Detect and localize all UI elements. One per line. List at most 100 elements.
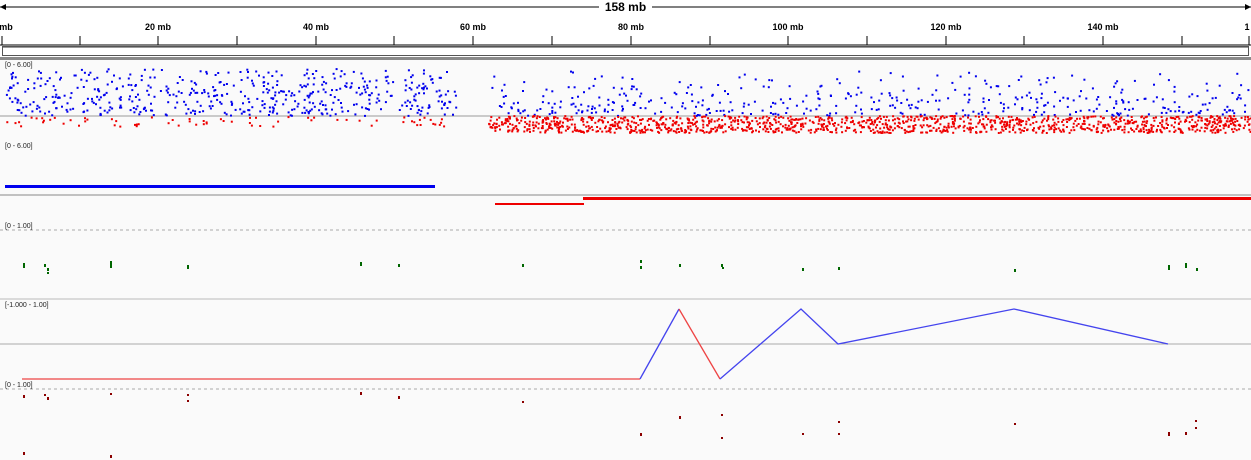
gain-point — [1054, 91, 1057, 94]
gain-point — [411, 74, 414, 77]
gain-point — [267, 71, 270, 74]
loss-point — [604, 127, 607, 130]
chromosome-ideogram[interactable] — [0, 46, 1251, 58]
loss-point — [812, 121, 815, 124]
loss-point — [898, 126, 901, 129]
loss-point — [1018, 118, 1021, 121]
gain-point — [16, 82, 19, 85]
gain-point — [11, 100, 14, 103]
gain-point — [294, 100, 297, 103]
gain-point — [1144, 97, 1147, 100]
gain-point — [136, 105, 139, 108]
gain-point — [19, 102, 22, 105]
gain-point — [428, 104, 431, 107]
gain-point — [384, 76, 387, 79]
loss-point — [876, 130, 879, 133]
loss-point — [1001, 125, 1004, 128]
dark-red-marks-track[interactable] — [0, 388, 1251, 458]
gain-point — [308, 101, 311, 104]
gain-point — [246, 76, 249, 79]
gain-point — [16, 101, 19, 104]
green-marks-track[interactable] — [0, 229, 1251, 300]
loss-point — [983, 127, 986, 130]
gain-point — [102, 94, 105, 97]
loss-point — [14, 122, 17, 125]
loss-point — [1208, 120, 1211, 123]
gain-point — [909, 107, 912, 110]
copy-number-scatter-track[interactable] — [0, 68, 1251, 134]
loss-point — [940, 131, 943, 134]
gain-point — [1120, 91, 1123, 94]
loss-point — [818, 118, 821, 121]
loss-point — [898, 118, 901, 121]
gain-point — [1095, 98, 1098, 101]
loss-point — [854, 128, 857, 131]
loss-point — [1020, 120, 1023, 123]
loss-point — [758, 130, 760, 133]
gain-point — [574, 105, 577, 108]
gain-point — [134, 84, 137, 86]
loss-point — [566, 118, 569, 121]
loss-point — [897, 121, 900, 124]
loss-point — [667, 126, 670, 129]
gain-point — [437, 100, 440, 103]
loss-point — [1003, 125, 1006, 128]
gain-point — [1115, 102, 1118, 105]
loss-point — [528, 128, 531, 131]
gain-point — [1127, 101, 1130, 104]
gain-point — [695, 105, 697, 108]
loss-point — [1102, 117, 1104, 120]
loss-point — [571, 130, 574, 133]
loss-point — [949, 115, 952, 118]
dark-red-mark — [679, 416, 681, 419]
loss-point — [1227, 126, 1230, 128]
loss-point — [974, 115, 977, 118]
loss-point — [307, 116, 310, 119]
loss-point — [1002, 129, 1005, 132]
loss-point — [1216, 115, 1219, 118]
gain-point — [1237, 96, 1240, 99]
loss-point — [922, 119, 925, 122]
gain-point — [320, 100, 323, 103]
loss-point — [629, 124, 632, 127]
loss-point — [983, 125, 986, 128]
loss-point — [1051, 124, 1054, 127]
loss-point — [927, 125, 930, 128]
loss-point — [737, 119, 739, 122]
loss-point — [640, 130, 643, 133]
gain-point — [620, 87, 623, 90]
loss-point — [1219, 117, 1222, 120]
gain-point — [767, 86, 770, 89]
line-track[interactable] — [0, 308, 1251, 380]
loss-point — [870, 119, 873, 121]
loss-point — [888, 131, 891, 134]
loss-point — [443, 125, 446, 128]
gain-point — [697, 101, 700, 104]
loss-point — [817, 127, 820, 130]
gain-point — [99, 106, 102, 109]
gain-point — [276, 80, 279, 83]
loss-point — [608, 127, 611, 130]
loss-point — [781, 131, 783, 134]
gain-point — [1036, 106, 1039, 109]
loss-point — [765, 127, 768, 130]
loss-point — [1161, 120, 1164, 123]
loss-point — [768, 117, 771, 119]
loss-point — [859, 131, 862, 134]
green-mark — [1185, 263, 1187, 268]
gain-point — [223, 83, 226, 86]
gain-point — [189, 111, 192, 114]
gain-point — [231, 102, 234, 105]
gain-point — [384, 69, 387, 72]
tick-label-40mb: 40 mb — [302, 22, 330, 32]
loss-point — [556, 117, 559, 120]
gain-point — [633, 103, 636, 106]
segment-track[interactable] — [0, 185, 1251, 205]
loss-point — [1173, 126, 1176, 129]
loss-point — [1184, 120, 1186, 123]
loss-point — [1185, 120, 1188, 122]
gain-point — [1028, 109, 1031, 112]
loss-point — [920, 131, 923, 134]
